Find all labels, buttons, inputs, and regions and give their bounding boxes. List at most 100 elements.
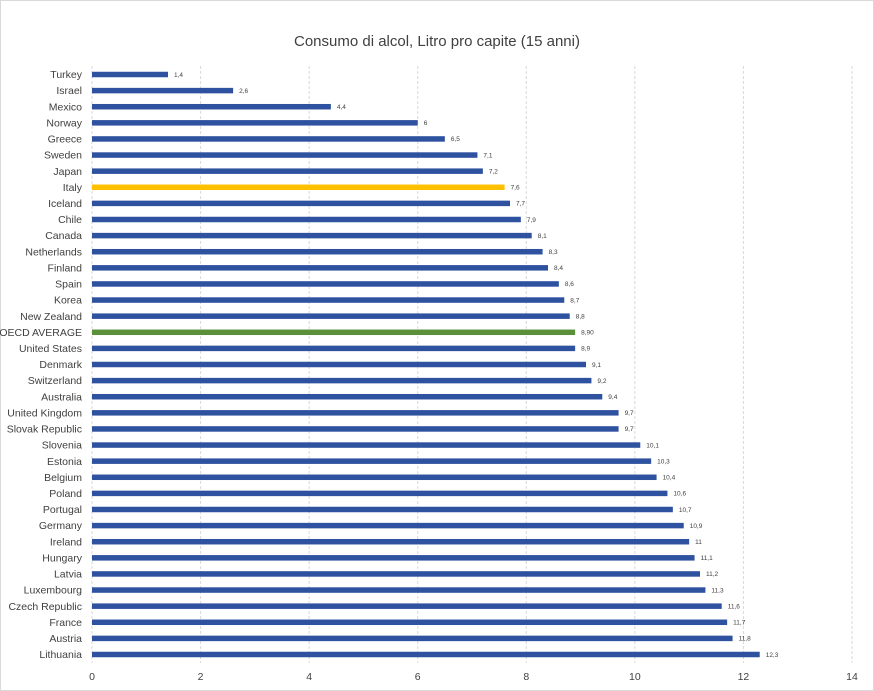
value-label: 7,2 [489, 168, 498, 175]
bar-switzerland [92, 377, 592, 384]
value-label: 8,4 [554, 265, 563, 272]
category-label: Iceland [48, 198, 82, 210]
bar-greece [92, 136, 445, 142]
category-label: Greece [48, 134, 83, 146]
category-label: Luxembourg [24, 585, 83, 597]
value-label: 6 [424, 120, 428, 127]
category-label: Hungary [42, 552, 82, 564]
category-label: Korea [54, 295, 82, 307]
x-tick-label: 12 [738, 671, 750, 683]
bar-israel [92, 87, 234, 94]
value-label: 4,4 [337, 104, 346, 111]
category-label: Ireland [50, 536, 82, 548]
bar-netherlands [92, 248, 543, 255]
bar-slovak-republic [92, 426, 619, 432]
value-label: 9,4 [608, 394, 617, 401]
category-label: Canada [45, 230, 82, 242]
value-label: 11,3 [711, 587, 724, 594]
value-label: 10,4 [663, 475, 676, 482]
value-label: 8,7 [570, 297, 579, 304]
category-label: Chile [58, 214, 82, 226]
value-label: 10,1 [646, 442, 659, 449]
bar-luxembourg [92, 587, 706, 593]
value-label: 11,7 [733, 620, 746, 627]
bar-united-kingdom [92, 410, 619, 416]
value-label: 2,6 [239, 88, 248, 95]
category-label: Finland [48, 262, 83, 274]
value-label: 11,8 [739, 636, 752, 643]
value-label: 11,2 [706, 571, 719, 578]
value-label: 9,7 [625, 410, 634, 417]
category-label: Belgium [44, 472, 82, 484]
x-tick-label: 0 [89, 671, 95, 683]
bar-oecd-average [92, 329, 576, 336]
x-tick-label: 2 [198, 671, 204, 683]
chart-title: Consumo di alcol, Litro pro capite (15 a… [294, 33, 580, 50]
value-label: 7,6 [511, 185, 520, 192]
bar-chile [92, 216, 521, 223]
bar-slovenia [92, 442, 641, 448]
bar-germany [92, 522, 684, 529]
bar-norway [92, 120, 418, 126]
category-label: Sweden [44, 150, 82, 162]
category-label: Israel [56, 85, 82, 97]
category-label: Mexico [49, 101, 82, 113]
category-label: Netherlands [25, 246, 82, 258]
value-label: 11,6 [728, 603, 741, 610]
category-label: Turkey [50, 69, 82, 81]
value-label: 6,5 [451, 136, 460, 143]
bar-japan [92, 168, 483, 174]
grid-lines [91, 66, 853, 663]
category-label: New Zealand [20, 311, 82, 323]
bar-australia [92, 393, 603, 400]
value-label: 10,9 [690, 523, 703, 530]
category-label: Czech Republic [8, 601, 82, 613]
bar-korea [92, 297, 565, 303]
category-label: Germany [39, 520, 83, 532]
value-label: 9,1 [592, 362, 601, 369]
category-label: United Kingdom [7, 407, 82, 419]
bar-italy [92, 184, 505, 191]
x-tick-label: 10 [629, 671, 641, 683]
value-label: 10,3 [657, 458, 670, 465]
category-label: Denmark [39, 359, 82, 371]
category-label: Spain [55, 279, 82, 291]
value-label: 8,90 [581, 330, 594, 337]
bar-czech-republic [92, 603, 722, 609]
bar-denmark [92, 361, 586, 368]
bar-spain [92, 281, 559, 287]
value-label: 7,9 [527, 217, 536, 224]
category-label: Australia [41, 391, 82, 403]
bar-lithuania [92, 651, 760, 658]
category-label: Poland [49, 488, 82, 500]
value-label: 8,8 [576, 313, 585, 320]
bar-poland [92, 490, 668, 497]
value-label: 10,6 [673, 491, 686, 498]
value-label: 8,1 [538, 233, 547, 240]
value-label: 11 [695, 539, 702, 546]
bar-latvia [92, 571, 700, 577]
value-label: 8,3 [549, 249, 558, 256]
bar-portugal [92, 506, 673, 513]
bar-mexico [92, 103, 331, 110]
category-label: Estonia [47, 456, 82, 468]
x-tick-label: 14 [846, 671, 858, 683]
value-label: 7,7 [516, 201, 525, 208]
value-label: 9,7 [625, 426, 634, 433]
labels: 0 2 4 6 8 10 12 14 Turkey 1,4 Israel 2,6 Mexico 4,4 No… [0, 69, 858, 683]
category-label: Slovenia [42, 440, 82, 452]
category-label: Japan [53, 166, 82, 178]
value-label: 7,1 [483, 152, 492, 159]
bar-estonia [92, 458, 652, 464]
x-tick-label: 6 [415, 671, 421, 683]
category-label: France [49, 617, 82, 629]
bar-finland [92, 265, 548, 271]
category-label: Italy [63, 182, 83, 194]
bar-sweden [92, 152, 478, 158]
bars [92, 71, 760, 658]
bar-iceland [92, 200, 510, 207]
value-label: 8,6 [565, 281, 574, 288]
x-tick-label: 8 [523, 671, 529, 683]
category-label: Norway [46, 117, 82, 129]
